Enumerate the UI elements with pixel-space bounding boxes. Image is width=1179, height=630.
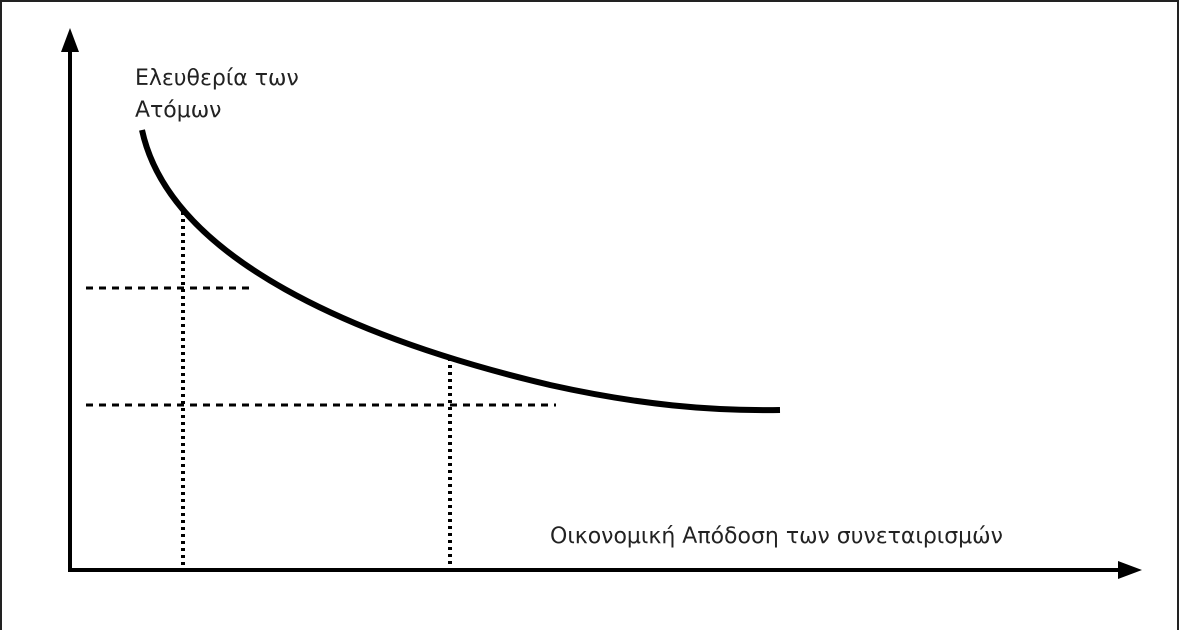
y-axis-label-line1: Ελευθερία των — [135, 66, 299, 91]
x-axis-label: Οικονομική Απόδοση των συνεταιρισμών — [550, 524, 1003, 549]
y-axis-label-line2: Ατόμων — [135, 98, 221, 123]
x-axis-arrow-icon — [1118, 561, 1142, 579]
tradeoff-curve — [139, 129, 781, 414]
y-axis-arrow-icon — [61, 28, 79, 52]
